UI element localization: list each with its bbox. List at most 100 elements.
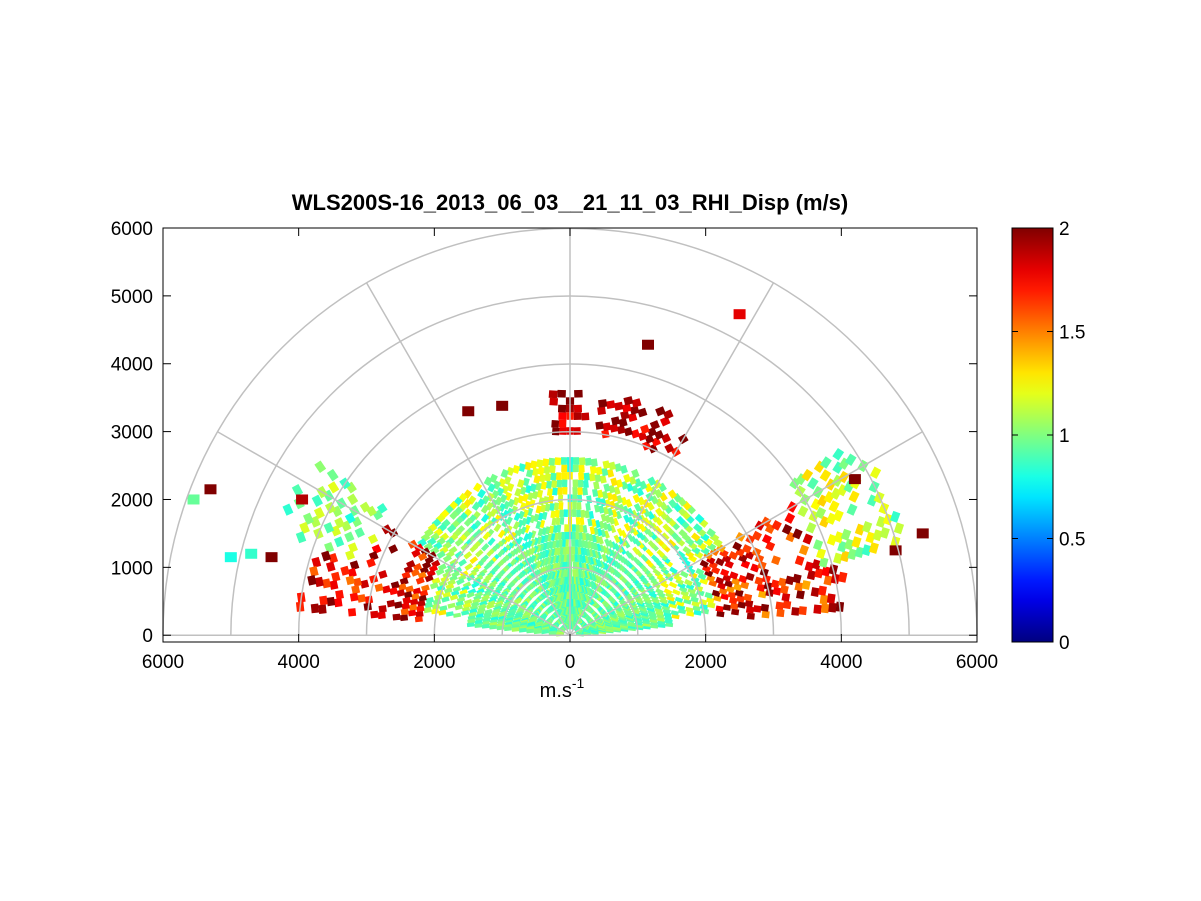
scan-cell: [572, 486, 578, 495]
radial-spoke: [365, 282, 571, 636]
scan-cell: [423, 606, 432, 614]
scan-cell: [540, 481, 547, 490]
scan-cell: [610, 509, 618, 518]
scan-cell: [429, 582, 439, 590]
scan-cell: [558, 412, 567, 421]
scan-cell: [571, 524, 576, 532]
scan-cell: [844, 538, 855, 551]
scan-cell: [419, 589, 429, 597]
scan-cell: [733, 583, 743, 592]
scan-cell: [624, 550, 633, 559]
colorbar-tick-label: 0.5: [1059, 530, 1085, 551]
y-tick-label: 6000: [111, 219, 153, 240]
scan-cell: [347, 493, 359, 506]
scan-cell: [614, 463, 623, 473]
scan-cell: [716, 610, 725, 618]
scan-cell: [633, 478, 643, 488]
scan-cell: [321, 550, 332, 562]
scan-cell: [511, 627, 520, 632]
scan-cell: [745, 606, 755, 614]
scan-cell: [699, 559, 709, 568]
scan-cell: [655, 588, 664, 595]
scan-cell: [655, 406, 666, 417]
scan-cell: [844, 453, 857, 466]
scan-cell: [624, 498, 633, 508]
scan-cell: [589, 465, 597, 474]
scan-cell: [447, 578, 456, 587]
scan-cell: [359, 501, 371, 513]
scan-cell: [520, 517, 528, 527]
scan-cell: [631, 468, 640, 479]
scan-cell: [591, 488, 599, 497]
scan-cell: [623, 473, 632, 483]
x-tick-label: 0: [565, 652, 576, 673]
scan-cell: [587, 518, 593, 527]
scan-cell-isolated: [733, 309, 746, 320]
scan-cell: [761, 534, 772, 545]
scan-cell: [804, 561, 815, 572]
scan-cell: [797, 505, 809, 518]
scan-cell: [632, 556, 641, 566]
scan-cell: [632, 546, 640, 555]
scan-cell: [575, 524, 580, 533]
scan-cell: [595, 421, 604, 430]
scan-cell: [442, 554, 452, 563]
scan-cell: [741, 544, 752, 554]
scan-cell: [664, 443, 675, 454]
colorbar-tick-label: 0: [1059, 633, 1070, 654]
scan-cell: [574, 539, 579, 548]
scan-cell: [445, 583, 455, 591]
scan-cell: [828, 500, 840, 513]
scan-cell: [676, 550, 686, 559]
scan-cell: [680, 590, 690, 597]
scan-cell: [676, 600, 685, 607]
scan-cell: [526, 628, 535, 634]
scan-cell: [854, 546, 865, 559]
scan-cell: [684, 578, 693, 587]
scan-cell: [493, 523, 502, 533]
scan-cell: [727, 591, 737, 599]
scan-cell: [531, 490, 539, 500]
scan-cell: [750, 563, 760, 573]
scan-cell: [869, 466, 882, 479]
scan-cell: [497, 548, 506, 558]
scan-cell: [471, 581, 480, 589]
scan-cell: [644, 434, 655, 444]
scan-cell: [349, 560, 360, 571]
scan-cell: [558, 502, 564, 510]
scan-cell: [487, 537, 496, 546]
scan-cell: [585, 502, 591, 511]
scan-cell: [466, 591, 475, 599]
scan-cell: [582, 525, 588, 534]
scan-cell: [463, 551, 473, 560]
scan-cell: [310, 603, 320, 614]
scan-cell: [471, 501, 481, 511]
scan-cell: [819, 594, 829, 605]
scan-cell: [572, 569, 577, 577]
scan-cell: [441, 596, 450, 603]
scan-cell: [489, 624, 497, 630]
scan-cell: [616, 527, 624, 537]
scan-cell: [796, 589, 805, 600]
scan-cell: [798, 606, 807, 616]
scan-cell: [685, 606, 694, 613]
scan-cell: [425, 596, 434, 604]
scan-cell: [672, 588, 681, 596]
scan-cell: [805, 522, 817, 534]
scan-cell: [604, 538, 611, 547]
scan-cell: [390, 581, 400, 590]
scan-cell: [512, 496, 520, 506]
scan-cell: [411, 548, 421, 558]
x-tick-label: 4000: [820, 652, 862, 673]
scan-cell: [482, 531, 491, 541]
scan-cell: [746, 612, 755, 620]
scan-cell: [394, 601, 403, 609]
scan-cell: [609, 524, 617, 534]
scan-cell: [818, 556, 829, 568]
scan-cell: [574, 531, 580, 540]
scan-cell: [597, 406, 606, 416]
scan-cell: [549, 465, 556, 474]
scan-cell: [329, 580, 339, 590]
scan-cell: [486, 603, 495, 610]
scan-cell: [458, 592, 467, 600]
